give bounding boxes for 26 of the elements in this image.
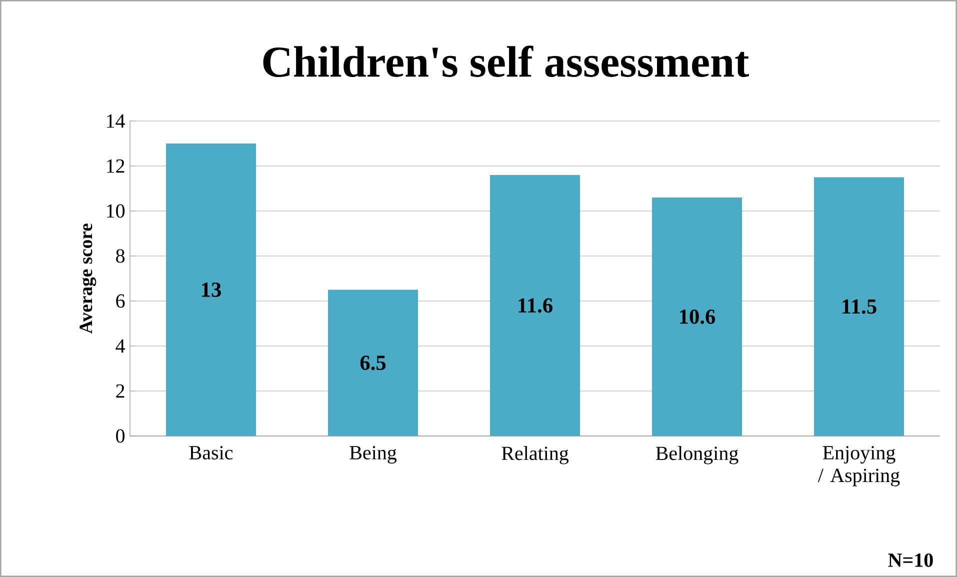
y-axis-title: Average score — [80, 224, 96, 334]
y-tick-label: 12 — [107, 159, 124, 173]
bar — [652, 197, 742, 436]
bar — [166, 143, 256, 436]
data-label: 11.5 — [842, 299, 876, 314]
y-tick-label: 14 — [107, 114, 125, 128]
x-tick-label: Enjoying / Aspiring — [818, 446, 900, 486]
data-label: 13 — [202, 282, 221, 297]
bar — [328, 290, 418, 436]
y-tick-label: 4 — [116, 339, 125, 353]
x-tick-label: Basic — [189, 446, 233, 460]
chart-title: Children's self assessment — [263, 46, 749, 78]
data-label: 6.5 — [360, 356, 386, 370]
data-label: 10.6 — [680, 310, 716, 324]
bar — [814, 177, 904, 436]
y-tick-label: 6 — [116, 294, 125, 308]
x-tick-label: Being — [350, 446, 397, 464]
bar — [490, 174, 580, 436]
y-tick-label: 10 — [107, 204, 125, 218]
y-tick-label: 0 — [116, 429, 125, 443]
x-tick-label: Belonging — [656, 446, 738, 464]
text: N=10 — [888, 553, 933, 567]
data-label: 11.6 — [518, 298, 552, 313]
y-tick-label: 2 — [116, 384, 124, 398]
y-tick-label: 8 — [116, 249, 125, 263]
x-tick-label: Relating — [502, 446, 569, 464]
